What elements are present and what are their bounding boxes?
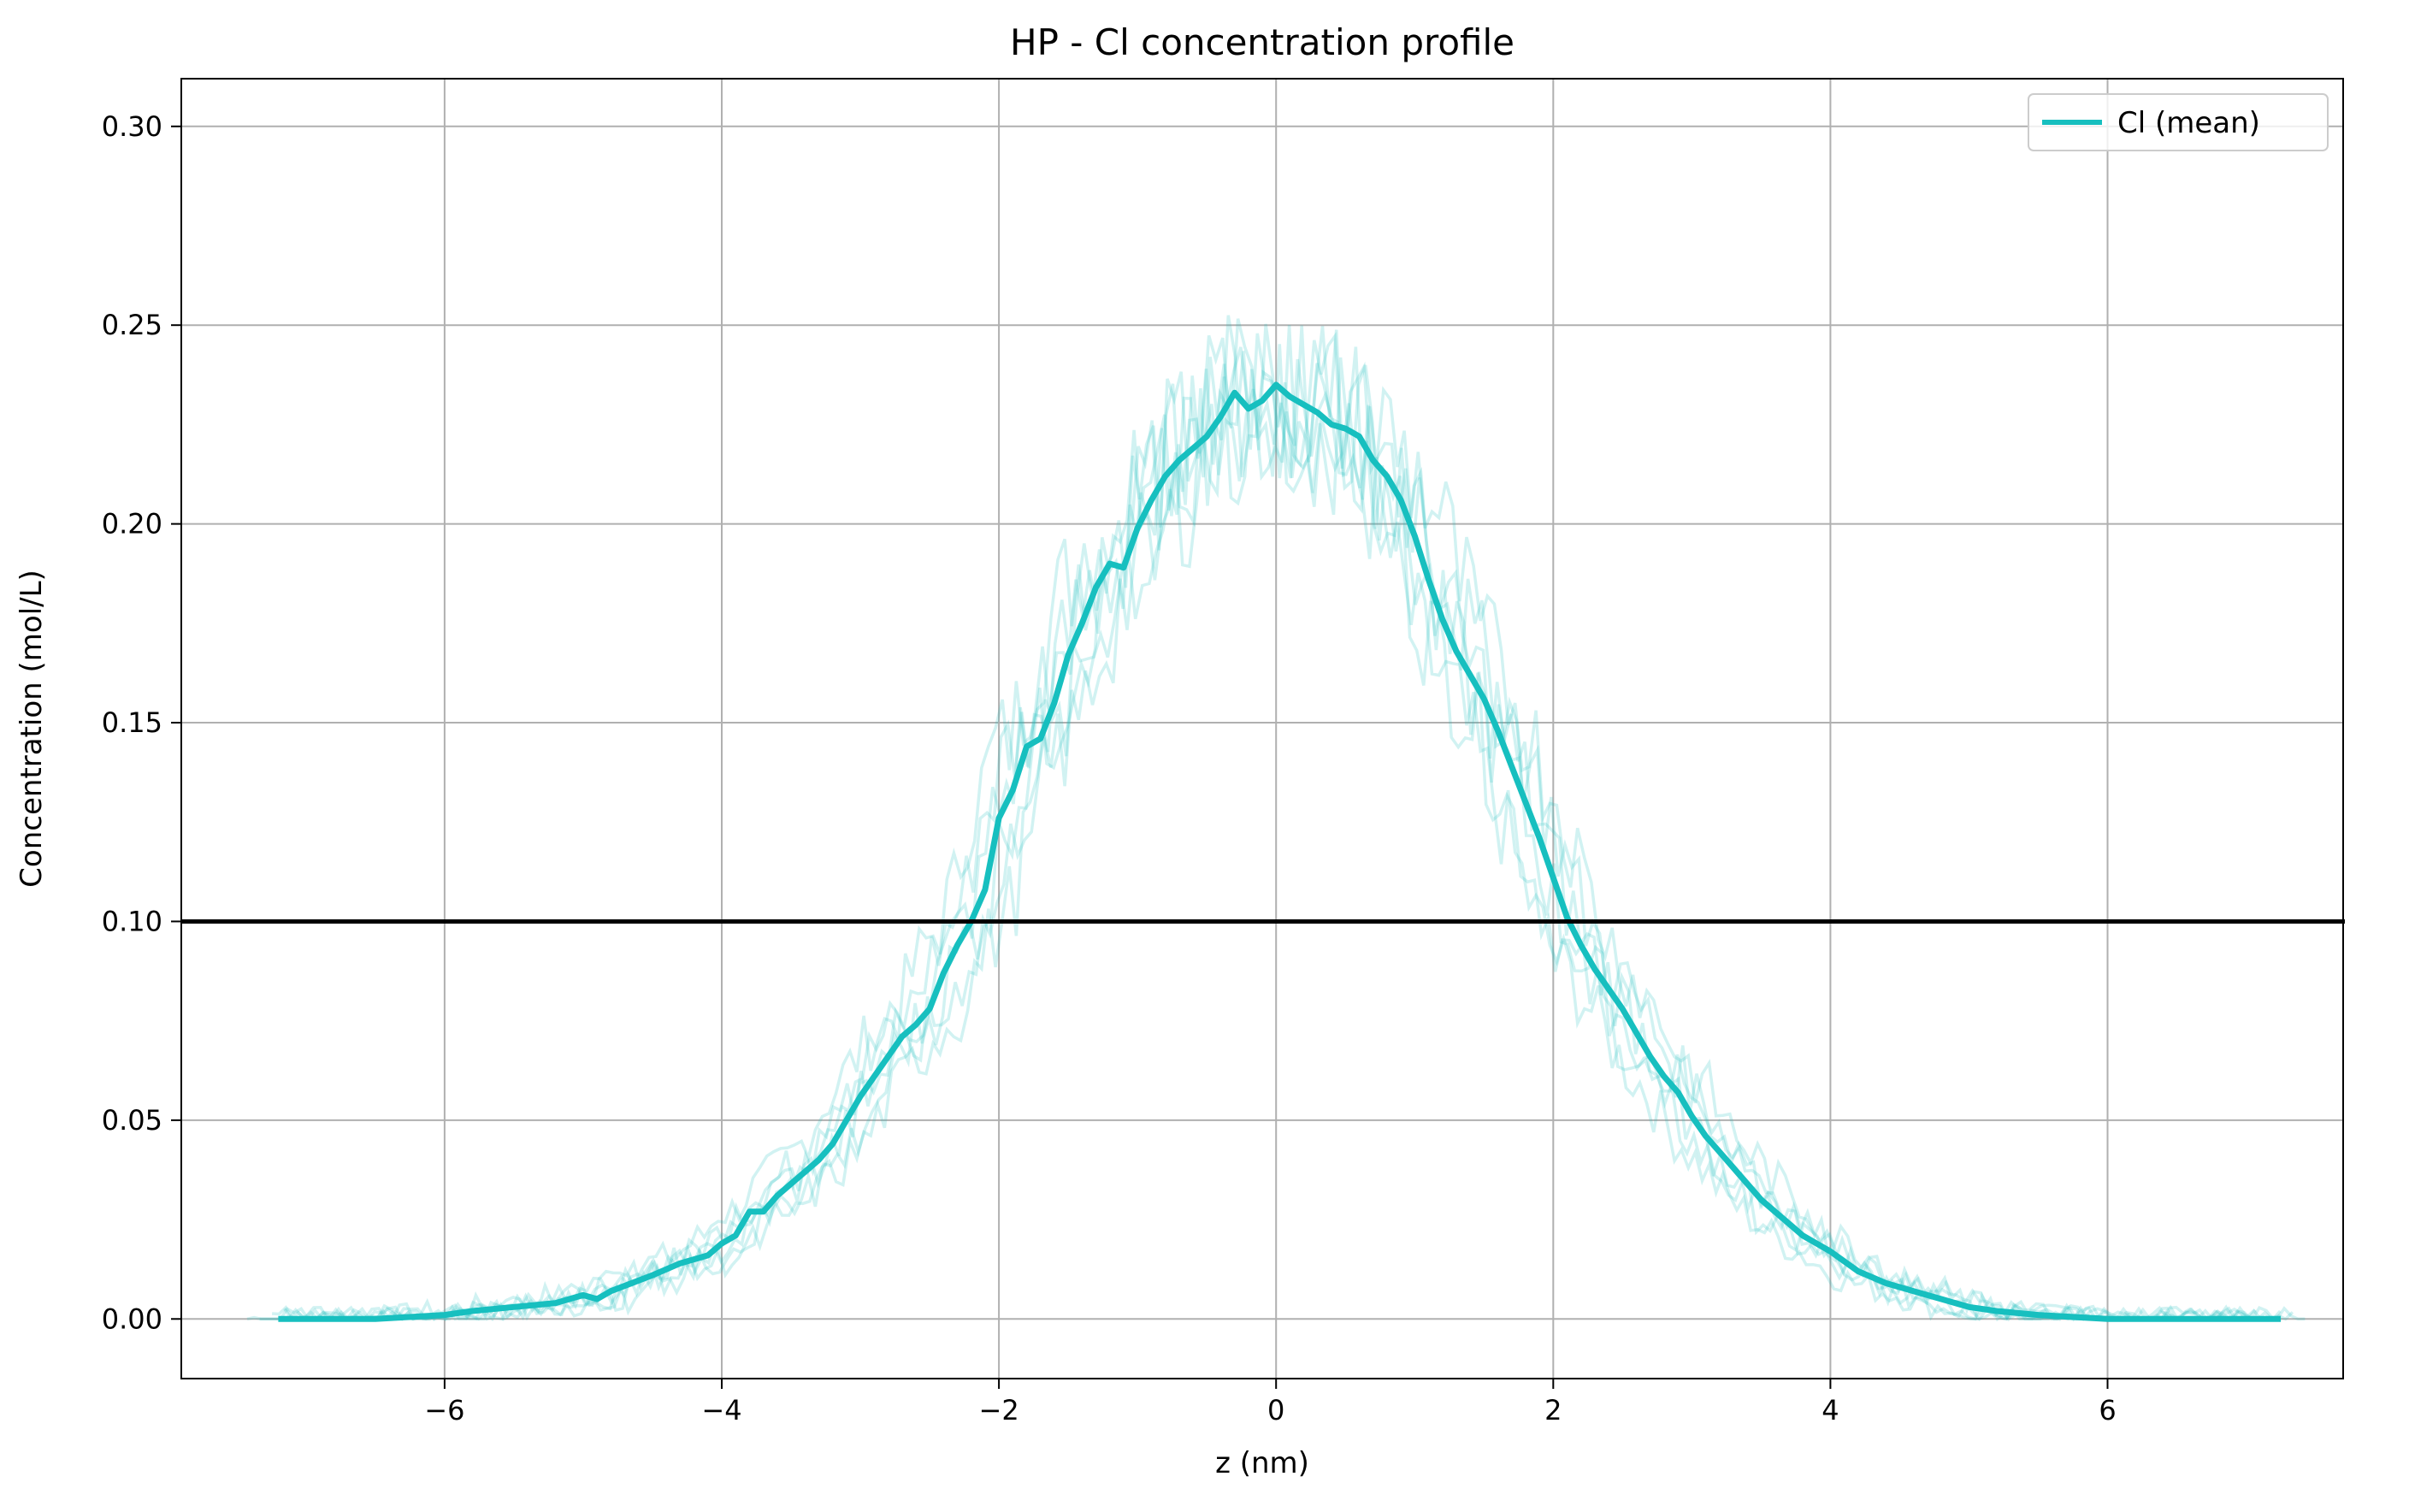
y-tick-label: 0.20 bbox=[102, 508, 162, 540]
y-tick-label: 0.25 bbox=[102, 309, 162, 341]
x-tick-label: 0 bbox=[1267, 1394, 1284, 1426]
legend-label: Cl (mean) bbox=[2117, 106, 2260, 140]
plot-area-frame bbox=[180, 78, 2344, 1379]
y-tick-label: 0.10 bbox=[102, 905, 162, 937]
replicate-line bbox=[246, 318, 2243, 1322]
chart-title: HP - Cl concentration profile bbox=[1010, 21, 1514, 63]
x-tick-label: −6 bbox=[424, 1394, 464, 1426]
series-line-cl-mean bbox=[278, 381, 2282, 1322]
y-axis-label: Concentration (mol/L) bbox=[15, 570, 49, 888]
tick-labels: −6 −4 −2 0 2 4 6 0.00 0.05 0.10 0.15 0.20 0.25 0.30 bbox=[102, 110, 2117, 1426]
series-lines bbox=[278, 381, 2282, 1322]
x-tick-label: −4 bbox=[701, 1394, 741, 1426]
y-tick-label: 0.30 bbox=[102, 110, 162, 143]
x-tick-label: −2 bbox=[979, 1394, 1019, 1426]
replicate-traces bbox=[246, 315, 2306, 1322]
y-tick-label: 0.15 bbox=[102, 706, 162, 739]
legend: Cl (mean) bbox=[2028, 93, 2329, 151]
x-axis-label: z (nm) bbox=[1215, 1446, 1309, 1480]
x-tick-label: 4 bbox=[1822, 1394, 1839, 1426]
replicate-line bbox=[309, 323, 2306, 1322]
legend-box bbox=[2028, 93, 2329, 151]
y-tick-label: 0.05 bbox=[102, 1104, 162, 1137]
ticks bbox=[171, 125, 2109, 1389]
replicate-line bbox=[297, 325, 2294, 1322]
x-tick-label: 2 bbox=[1544, 1394, 1562, 1426]
replicate-line bbox=[259, 333, 2257, 1322]
x-tick-label: 6 bbox=[2099, 1394, 2116, 1426]
y-tick-label: 0.00 bbox=[102, 1302, 162, 1335]
